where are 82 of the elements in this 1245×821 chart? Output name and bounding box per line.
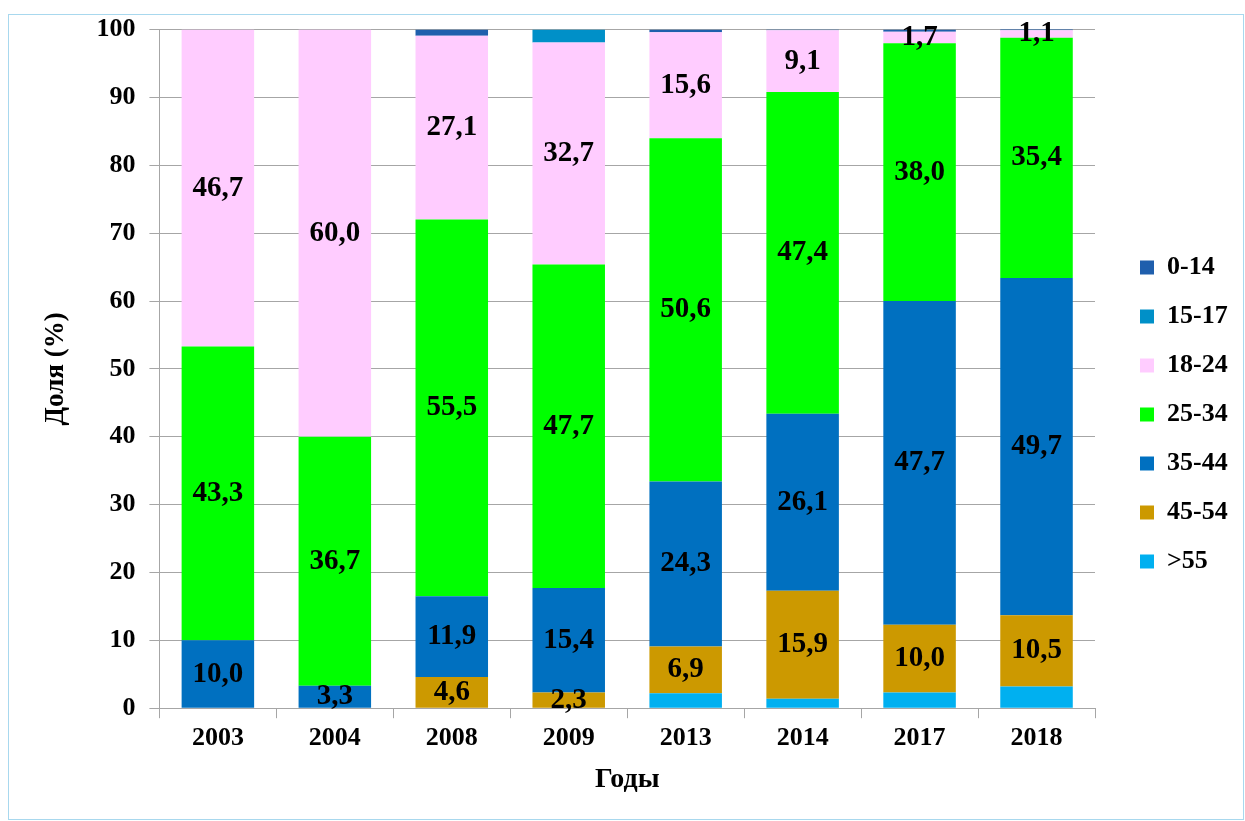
data-label: 15,6 bbox=[660, 66, 712, 99]
legend-label: 35-44 bbox=[1167, 447, 1228, 477]
bar bbox=[649, 693, 722, 708]
bar bbox=[532, 42, 605, 265]
legend-label: 45-54 bbox=[1167, 496, 1228, 526]
data-label: 26,1 bbox=[777, 483, 828, 516]
x-tick-label: 2018 bbox=[1010, 721, 1063, 751]
bar bbox=[649, 138, 722, 482]
bar bbox=[181, 29, 255, 347]
data-label: 3,3 bbox=[316, 678, 353, 711]
bar bbox=[415, 29, 489, 36]
legend-label: 18-24 bbox=[1167, 349, 1228, 379]
bar bbox=[766, 413, 839, 591]
data-label: 10,0 bbox=[192, 655, 244, 688]
bar bbox=[415, 35, 489, 220]
data-label: 24,3 bbox=[660, 545, 712, 578]
data-label: 32,7 bbox=[543, 134, 595, 167]
y-tick-label: 40 bbox=[109, 420, 136, 450]
data-label: 11,9 bbox=[427, 618, 477, 651]
data-label: 55,5 bbox=[426, 389, 478, 422]
x-tick-label: 2003 bbox=[191, 721, 244, 751]
data-label: 60,0 bbox=[309, 214, 361, 247]
legend-label: 25-34 bbox=[1167, 398, 1228, 428]
y-tick-label: 100 bbox=[96, 13, 136, 43]
data-label: 6,9 bbox=[667, 651, 704, 684]
bar bbox=[1000, 615, 1073, 687]
bar bbox=[649, 646, 722, 694]
x-tick-label: 2004 bbox=[308, 721, 361, 751]
bar bbox=[766, 30, 839, 93]
bar bbox=[298, 436, 372, 686]
y-tick-label: 10 bbox=[109, 624, 136, 654]
data-label: 10,5 bbox=[1011, 632, 1062, 665]
y-tick-label: 50 bbox=[109, 352, 136, 382]
data-label: 35,4 bbox=[1011, 139, 1062, 172]
data-label: 50,6 bbox=[660, 291, 712, 324]
y-tick-label: 0 bbox=[122, 691, 136, 721]
data-label: 38,0 bbox=[894, 153, 945, 186]
data-label: 15,9 bbox=[777, 626, 828, 659]
data-label: 4,6 bbox=[433, 673, 470, 706]
y-tick-label: 80 bbox=[109, 149, 136, 179]
data-label: 15,4 bbox=[543, 621, 595, 654]
y-axis-title: Доля (%) bbox=[39, 312, 70, 426]
y-tick-label: 20 bbox=[109, 556, 136, 586]
bar bbox=[649, 481, 722, 647]
bar bbox=[415, 219, 489, 597]
bar bbox=[883, 624, 956, 693]
bar bbox=[883, 301, 956, 625]
data-label: 36,7 bbox=[309, 542, 361, 575]
legend-label: >55 bbox=[1167, 545, 1208, 575]
legend-label: 0-14 bbox=[1167, 251, 1215, 281]
legend-label: 15-17 bbox=[1167, 300, 1228, 330]
data-label: 43,3 bbox=[192, 474, 244, 507]
bar bbox=[883, 692, 956, 708]
data-label: 27,1 bbox=[426, 109, 478, 142]
y-tick-label: 60 bbox=[109, 284, 136, 314]
bar bbox=[649, 32, 722, 139]
data-label: 10,0 bbox=[894, 640, 945, 673]
x-tick-label: 2009 bbox=[542, 721, 595, 751]
x-tick-label: 2014 bbox=[776, 721, 829, 751]
y-tick-label: 70 bbox=[109, 216, 136, 246]
bar bbox=[1000, 277, 1073, 616]
data-label: 47,7 bbox=[894, 444, 945, 477]
data-label: 46,7 bbox=[192, 169, 244, 202]
data-label: 49,7 bbox=[1011, 428, 1062, 461]
data-label: 9,1 bbox=[784, 42, 821, 75]
bar bbox=[766, 92, 839, 414]
bar bbox=[1000, 686, 1073, 708]
x-axis-title: Годы bbox=[594, 762, 660, 794]
data-label: 47,4 bbox=[777, 234, 828, 267]
x-tick-label: 2013 bbox=[659, 721, 712, 751]
x-tick-label: 2017 bbox=[893, 721, 946, 751]
bar bbox=[181, 346, 255, 641]
data-label: 47,7 bbox=[543, 407, 595, 440]
bar bbox=[532, 264, 605, 589]
bar bbox=[415, 596, 489, 677]
bar bbox=[298, 29, 372, 437]
bar bbox=[766, 590, 839, 699]
bar bbox=[766, 698, 839, 708]
y-tick-label: 30 bbox=[109, 488, 136, 518]
bar bbox=[532, 29, 605, 43]
x-tick-label: 2008 bbox=[425, 721, 478, 751]
y-tick-label: 90 bbox=[109, 81, 136, 111]
